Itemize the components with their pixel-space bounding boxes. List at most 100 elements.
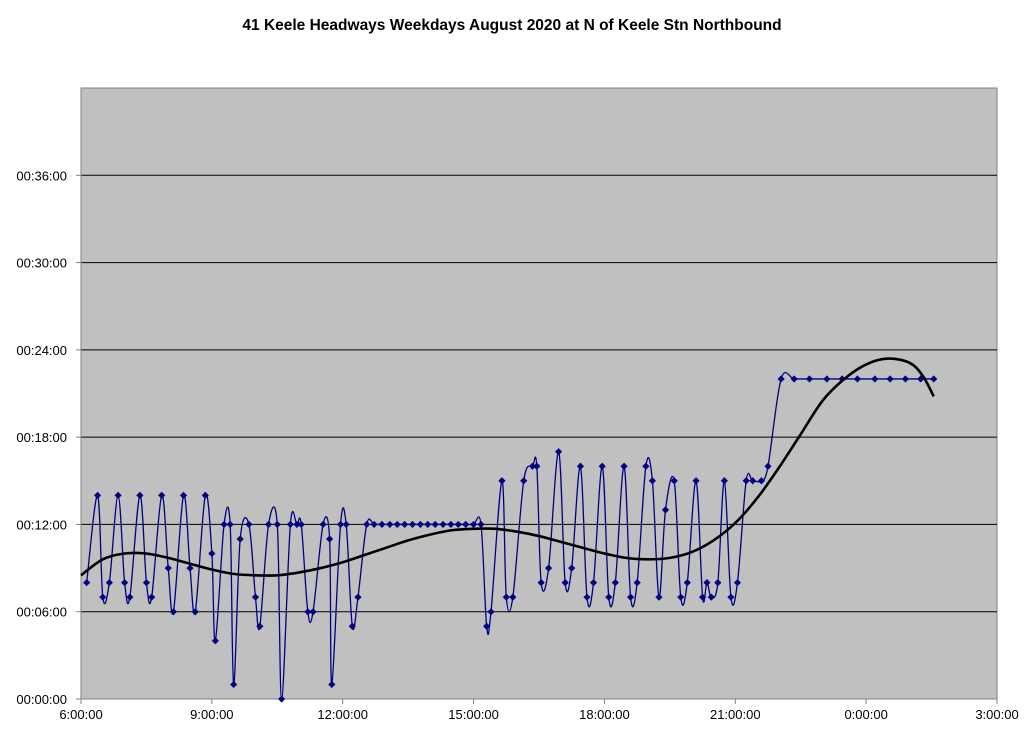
data-point [727, 593, 735, 601]
series-layer [80, 357, 938, 703]
data-point [589, 579, 598, 587]
data-point [561, 579, 569, 587]
data-point [230, 680, 238, 689]
data-point [408, 520, 417, 529]
y-tick-label: 00:24:00 [16, 343, 67, 358]
plot-area [80, 87, 998, 700]
data-point [670, 477, 678, 485]
data-point [509, 593, 517, 601]
data-point [886, 375, 894, 383]
data-point [533, 462, 541, 470]
data-point [236, 535, 244, 543]
data-point [319, 520, 327, 529]
data-point [764, 462, 772, 470]
data-point [555, 448, 563, 456]
data-point [211, 637, 219, 645]
data-point [326, 535, 334, 543]
data-point [757, 477, 766, 485]
data-point [363, 520, 371, 529]
data-point [620, 462, 628, 470]
y-tick-label: 00:30:00 [16, 256, 67, 271]
data-point [627, 593, 635, 601]
data-point [191, 608, 199, 616]
data-point [720, 477, 728, 485]
x-tick-label: 9:00:00 [190, 707, 233, 722]
data-point [208, 549, 216, 558]
data-point [576, 462, 585, 470]
x-tick-label: 3:00:00 [975, 707, 1018, 722]
data-point [733, 579, 742, 587]
data-point [401, 520, 409, 529]
data-point [930, 375, 938, 383]
data-point [439, 520, 447, 529]
data-point [749, 477, 757, 485]
data-point [568, 564, 576, 572]
data-point [114, 491, 122, 499]
data-point [126, 593, 134, 601]
gridlines [81, 174, 997, 613]
data-point [520, 477, 528, 485]
data-point [777, 375, 785, 383]
data-point [226, 520, 234, 529]
data-point [393, 520, 401, 529]
x-tick-label: 0:00:00 [844, 707, 887, 722]
data-point [256, 622, 264, 630]
x-tick-label: 12:00:00 [317, 707, 368, 722]
data-point [304, 608, 312, 616]
y-tick-label: 00:00:00 [16, 692, 67, 707]
y-tick-label: 00:12:00 [16, 517, 67, 532]
data-point [454, 520, 462, 529]
data-point [742, 477, 750, 485]
x-tick-label: 6:00:00 [59, 707, 102, 722]
data-point [370, 520, 378, 529]
data-point [605, 593, 613, 601]
data-point [901, 375, 909, 383]
x-tick-label: 15:00:00 [448, 707, 499, 722]
data-point [583, 593, 591, 601]
data-point [648, 477, 657, 485]
data-point [431, 520, 439, 529]
y-tick-label: 00:18:00 [16, 430, 67, 445]
data-point [698, 593, 707, 601]
data-point [917, 375, 925, 383]
data-point [245, 520, 253, 529]
data-point [158, 491, 166, 499]
data-point [99, 593, 107, 601]
data-point [703, 579, 711, 587]
data-point [378, 520, 386, 529]
data-point [342, 520, 350, 529]
data-point [853, 375, 862, 383]
data-point [293, 520, 301, 529]
data-point [416, 520, 424, 529]
data-point [83, 579, 91, 587]
data-point [823, 375, 831, 383]
data-point [164, 564, 172, 572]
x-tick-label: 21:00:00 [710, 707, 761, 722]
data-point [871, 375, 879, 383]
data-point [642, 462, 650, 470]
data-point [148, 593, 156, 601]
data-point [528, 462, 537, 470]
data-point [286, 520, 294, 529]
data-point [273, 520, 281, 529]
data-point [136, 491, 144, 499]
data-point [469, 520, 478, 529]
data-point [278, 695, 286, 703]
data-point [598, 462, 606, 470]
y-tick-label: 00:06:00 [16, 605, 67, 620]
data-point [201, 491, 209, 499]
data-point [692, 477, 700, 485]
data-point [498, 477, 506, 485]
data-point [328, 680, 336, 689]
data-point [220, 520, 228, 529]
data-point [264, 520, 273, 529]
chart-title: 41 Keele Headways Weekdays August 2020 a… [242, 17, 782, 34]
y-axis: 00:00:00 00:06:00 00:12:00 00:18:00 00:24:00… [16, 88, 82, 707]
data-point [537, 579, 545, 587]
data-point [805, 375, 814, 383]
data-point [251, 593, 260, 601]
data-point [309, 608, 317, 616]
x-axis: 6:00:00 9:00:00 12:00:00 15:00:00 18:00:00 21… [59, 698, 1019, 722]
data-point [655, 593, 663, 601]
